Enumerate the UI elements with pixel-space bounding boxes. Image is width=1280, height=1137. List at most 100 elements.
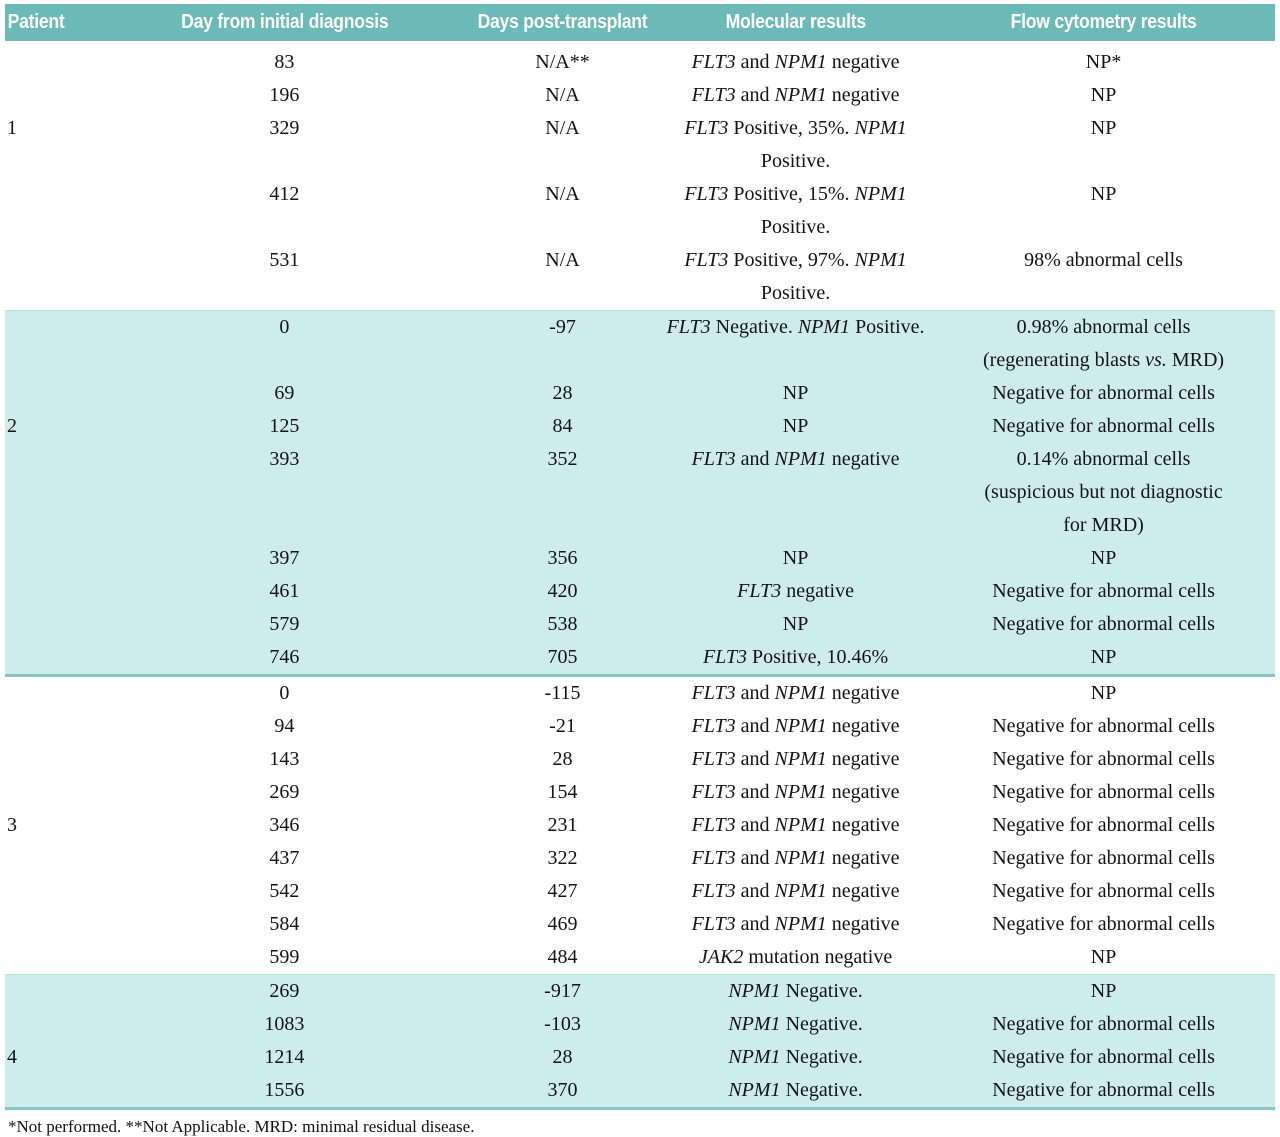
patient-cell (5, 542, 103, 575)
patient-cell (5, 974, 103, 1008)
patient-cell (5, 776, 103, 809)
table-row: 397 356 NP NP (5, 542, 1275, 575)
table-row: 584 469 FLT3 and NPM1 negative Negative for… (5, 908, 1275, 941)
flow-result-line: for MRD) (1063, 514, 1144, 536)
flow-cytometry-results-cell: Negative for abnormal cells (932, 809, 1275, 842)
days-post-transplant-cell: 28 (466, 1041, 660, 1074)
days-post-transplant-cell: -917 (466, 974, 660, 1008)
gene-name: NPM1 (728, 1013, 781, 1035)
day-from-diagnosis-cell: 269 (269, 781, 300, 803)
flow-cytometry-results-cell: NP (932, 178, 1275, 244)
column-header-patient: Patient (5, 4, 103, 46)
table-row: 599 484 JAK2 mutation negative NP (5, 941, 1275, 975)
flow-cytometry-results-cell: NP (932, 79, 1275, 112)
flow-result-line: Negative for abnormal cells (992, 382, 1215, 404)
flow-result-line: Negative for abnormal cells (992, 613, 1215, 635)
table-row: 269 154 FLT3 and NPM1 negative Negative for… (5, 776, 1275, 809)
flow-result-line: NP (1090, 84, 1117, 106)
flow-result-line: NP (1090, 117, 1117, 139)
day-from-diagnosis-cell: 125 (102, 410, 466, 443)
flow-cytometry-results-cell: NP (932, 974, 1275, 1008)
column-header-days-post-transplant: Days post-transplant (466, 4, 660, 46)
days-post-transplant-cell: 356 (466, 542, 660, 575)
patient-cell (5, 743, 103, 776)
days-post-transplant-cell: 28 (466, 377, 660, 410)
days-post-transplant-cell: 469 (547, 913, 578, 935)
flow-cytometry-results-cell: Negative for abnormal cells (932, 1041, 1275, 1074)
patient-cell (5, 608, 103, 641)
gene-name: NPM1 (854, 183, 907, 205)
patient-cell: 2 (5, 410, 103, 443)
patient-cell (5, 842, 103, 875)
flow-cytometry-results-cell: NP (932, 542, 1275, 575)
table-row: 0 -97 FLT3 Negative. NPM1 Positive. 0.98% a… (5, 310, 1275, 377)
patient-cell (5, 1074, 103, 1109)
molecular-results-cell: FLT3 and NPM1 negative (691, 781, 900, 803)
day-from-diagnosis-cell: 579 (102, 608, 466, 641)
days-post-transplant-cell: N/A** (535, 51, 590, 73)
flow-cytometry-results-cell: NP (932, 676, 1275, 711)
gene-name: NPM1 (774, 847, 827, 869)
molecular-results-cell: NPM1 Negative. (659, 1041, 933, 1074)
patient-cell (5, 875, 103, 908)
flow-cytometry-results-cell: Negative for abnormal cells (932, 710, 1275, 743)
flow-cytometry-results-cell: NP (932, 641, 1275, 676)
flow-cytometry-results-cell: 0.98% abnormal cells (regenerating blasts… (932, 310, 1275, 377)
gene-name: NPM1 (774, 814, 827, 836)
gene-name: FLT3 (684, 183, 729, 205)
gene-name: FLT3 (691, 748, 736, 770)
flow-result-line: Negative for abnormal cells (992, 580, 1215, 602)
gene-name: FLT3 (691, 847, 736, 869)
molecular-results-cell: NP (659, 542, 933, 575)
column-header-flow-cytometry-results: Flow cytometry results (932, 4, 1275, 46)
molecular-results-cell: FLT3 Positive, 97%. NPM1 Positive. (684, 249, 907, 304)
flow-result-line: Negative for abnormal cells (992, 847, 1215, 869)
molecular-results-cell: FLT3 and NPM1 negative (691, 814, 900, 836)
gene-name: NPM1 (774, 715, 827, 737)
gene-name: FLT3 (684, 249, 729, 271)
flow-cytometry-results-cell: Negative for abnormal cells (932, 875, 1275, 908)
molecular-results-cell: FLT3 and NPM1 negative (691, 715, 900, 737)
flow-result-line: Negative for abnormal cells (992, 748, 1215, 770)
day-from-diagnosis-cell: 437 (269, 847, 300, 869)
days-post-transplant-cell: 370 (466, 1074, 660, 1109)
day-from-diagnosis-cell: 69 (102, 377, 466, 410)
day-from-diagnosis-cell: 1214 (102, 1041, 466, 1074)
gene-name: NPM1 (797, 316, 851, 338)
gene-name: NPM1 (854, 249, 907, 271)
gene-name: FLT3 (737, 580, 782, 602)
gene-name: FLT3 (691, 913, 736, 935)
flow-result-line: Negative for abnormal cells (992, 1046, 1215, 1068)
molecular-results-cell: FLT3 and NPM1 negative (691, 880, 900, 902)
table-row: 69 28 NP Negative for abnormal cells (5, 377, 1275, 410)
day-from-diagnosis-cell: 143 (269, 748, 300, 770)
table-row: 412 N/A FLT3 Positive, 15%. NPM1 Positive.… (5, 178, 1275, 244)
table-row: 1556 370 NPM1 Negative. Negative for abnorm… (5, 1074, 1275, 1109)
patient-cell (5, 1008, 103, 1041)
gene-name: NPM1 (854, 117, 907, 139)
gene-name: FLT3 (691, 51, 736, 73)
flow-result-line: NP (1090, 646, 1117, 668)
column-header-molecular-results: Molecular results (659, 4, 933, 46)
day-from-diagnosis-cell: 584 (269, 913, 300, 935)
gene-name: FLT3 (691, 814, 736, 836)
table-row: 746 705 FLT3 Positive, 10.46% NP (5, 641, 1275, 676)
flow-result-line: 0.14% abnormal cells (1016, 448, 1191, 470)
flow-result-line: NP* (1085, 51, 1122, 73)
day-from-diagnosis-cell: 196 (269, 84, 300, 106)
flow-cytometry-results-cell: NP* (932, 44, 1275, 80)
day-from-diagnosis-cell: 461 (102, 575, 466, 608)
day-from-diagnosis-cell: 397 (102, 542, 466, 575)
day-from-diagnosis-cell: 269 (102, 974, 466, 1008)
day-from-diagnosis-cell: 542 (269, 880, 300, 902)
patient-cell (5, 310, 103, 377)
column-header-day-from-diagnosis: Day from initial diagnosis (102, 4, 466, 46)
days-post-transplant-cell: -115 (544, 682, 581, 704)
gene-name: NPM1 (728, 980, 781, 1002)
molecular-results-cell: FLT3 and NPM1 negative (691, 748, 900, 770)
molecular-results-cell: FLT3 Negative. NPM1 Positive. (659, 310, 933, 377)
gene-name: FLT3 (702, 646, 748, 668)
days-post-transplant-cell: N/A (545, 117, 580, 139)
flow-cytometry-results-cell: Negative for abnormal cells (932, 776, 1275, 809)
gene-name: NPM1 (728, 1079, 781, 1101)
